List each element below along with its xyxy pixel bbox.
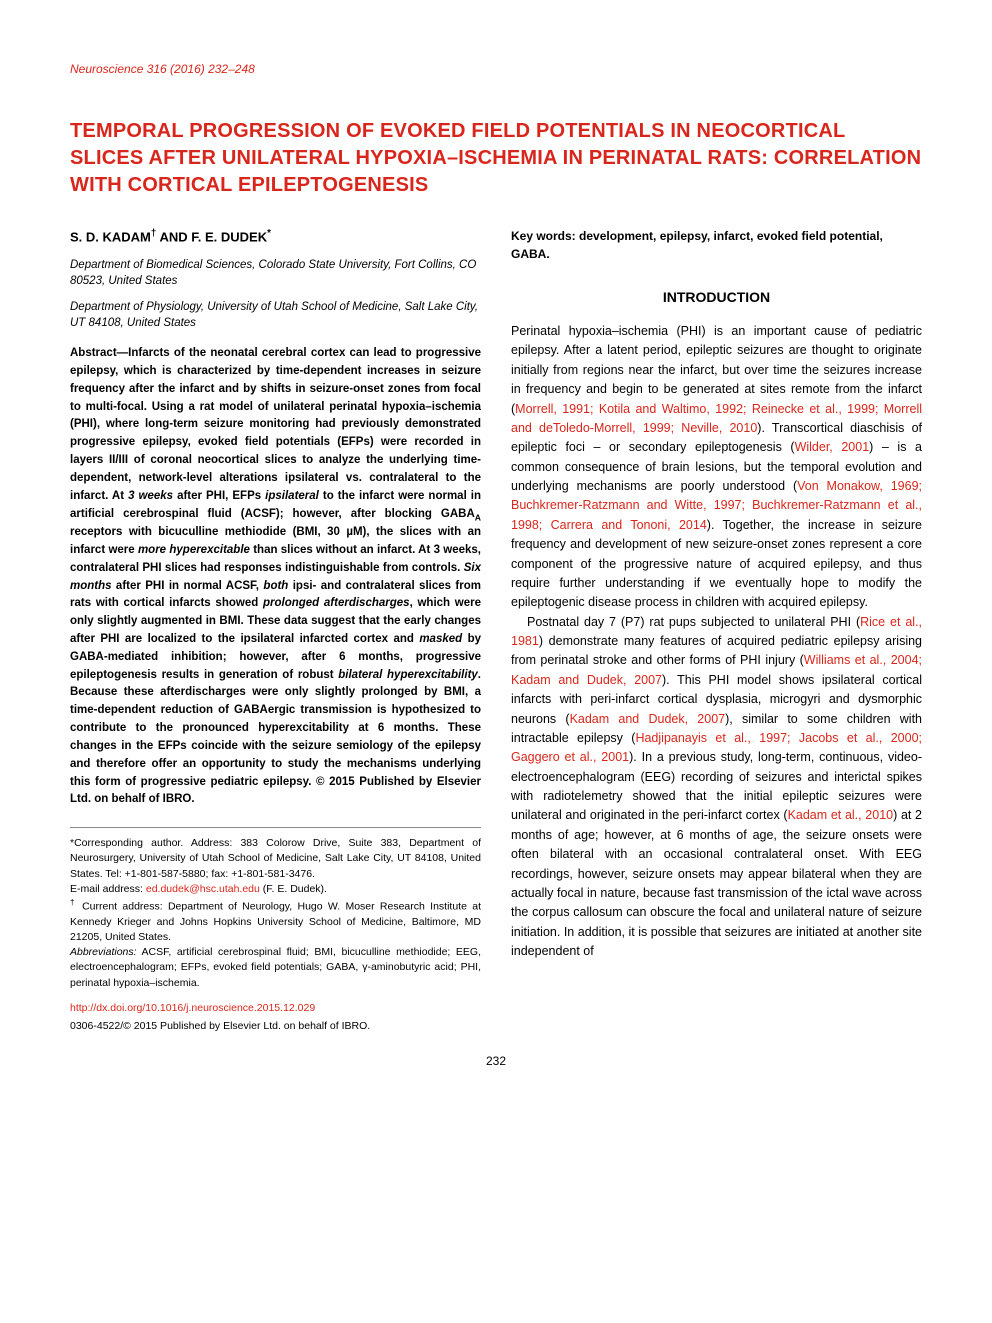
article-title: TEMPORAL PROGRESSION OF EVOKED FIELD POT… (70, 118, 922, 199)
footnote-divider (70, 827, 481, 828)
introduction-heading: INTRODUCTION (511, 287, 922, 308)
email-link[interactable]: ed.dudek@hsc.utah.edu (146, 883, 260, 895)
authors: S. D. KADAM† AND F. E. DUDEK* (70, 227, 481, 247)
abbreviations: Abbreviations: ACSF, artificial cerebros… (70, 945, 481, 991)
page-number: 232 (70, 1052, 922, 1070)
intro-paragraph-1: Perinatal hypoxia–ischemia (PHI) is an i… (511, 322, 922, 613)
affiliation-1: Department of Biomedical Sciences, Color… (70, 257, 481, 289)
left-column: S. D. KADAM† AND F. E. DUDEK* Department… (70, 227, 481, 1034)
doi-link[interactable]: http://dx.doi.org/10.1016/j.neuroscience… (70, 1002, 315, 1014)
right-column: Key words: development, epilepsy, infarc… (511, 227, 922, 1034)
corresponding-author: *Corresponding author. Address: 383 Colo… (70, 836, 481, 882)
email-person: (F. E. Dudek). (260, 883, 327, 895)
abstract: Abstract—Infarcts of the neonatal cerebr… (70, 345, 481, 809)
footnotes: *Corresponding author. Address: 383 Colo… (70, 836, 481, 991)
doi-line: http://dx.doi.org/10.1016/j.neuroscience… (70, 1001, 481, 1017)
email-label: E-mail address: (70, 883, 146, 895)
affiliation-2: Department of Physiology, University of … (70, 299, 481, 331)
email-line: E-mail address: ed.dudek@hsc.utah.edu (F… (70, 882, 481, 897)
keywords: Key words: development, epilepsy, infarc… (511, 227, 922, 263)
intro-paragraph-2: Postnatal day 7 (P7) rat pups subjected … (511, 613, 922, 962)
journal-citation: Neuroscience 316 (2016) 232–248 (70, 60, 922, 78)
intro-body: Perinatal hypoxia–ischemia (PHI) is an i… (511, 322, 922, 961)
issn-line: 0306-4522/© 2015 Published by Elsevier L… (70, 1019, 481, 1035)
current-address: † Current address: Department of Neurolo… (70, 897, 481, 945)
